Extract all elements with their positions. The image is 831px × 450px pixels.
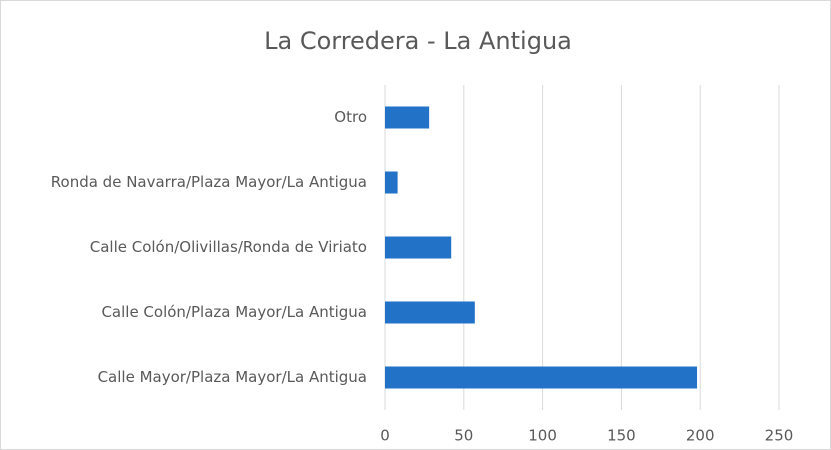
x-tick-label: 150 (607, 427, 636, 445)
x-tick-label: 50 (454, 427, 473, 445)
chart-title: La Corredera - La Antigua (264, 27, 572, 55)
bar (385, 106, 430, 129)
y-tick-label: Calle Colón/Plaza Mayor/La Antigua (101, 303, 367, 321)
x-tick-label: 100 (528, 427, 557, 445)
x-tick-label: 0 (380, 427, 390, 445)
bar (385, 171, 398, 194)
y-tick-label: Calle Colón/Olivillas/Ronda de Viriato (90, 238, 367, 256)
bar (385, 301, 475, 324)
x-tick-label: 250 (765, 427, 794, 445)
y-tick-label: Otro (334, 108, 367, 126)
x-tick-label: 200 (686, 427, 715, 445)
y-tick-label: Ronda de Navarra/Plaza Mayor/La Antigua (51, 173, 367, 191)
y-tick-label: Calle Mayor/Plaza Mayor/La Antigua (98, 368, 367, 386)
bar (385, 236, 452, 259)
bar (385, 366, 698, 389)
